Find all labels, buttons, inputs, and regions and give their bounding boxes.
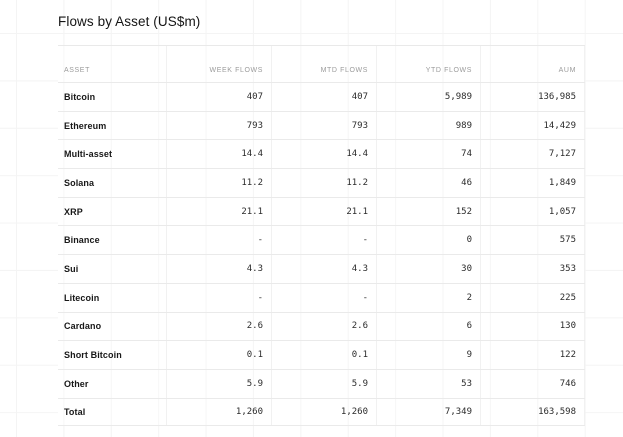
asset-name: Binance — [58, 226, 167, 255]
flows-by-asset-table: ASSET WEEK FLOWS MTD FLOWS YTD FLOWS AUM Bit… — [58, 45, 585, 427]
value-week: 11.2 — [167, 169, 272, 197]
value-week: 5.9 — [167, 369, 272, 398]
page-title: Flows by Asset (US$m) — [58, 14, 201, 29]
column-header-asset: ASSET — [58, 46, 167, 82]
table-row-xrp: XRP 21.1 21.1 152 1,057 — [58, 196, 585, 226]
value-aum: 7,127 — [481, 140, 585, 169]
asset-name: Solana — [58, 169, 167, 197]
column-header-mtd: MTD FLOWS — [272, 46, 377, 82]
value-aum: 225 — [481, 283, 585, 312]
value-aum: 1,057 — [481, 197, 585, 226]
value-mtd: 11.2 — [272, 169, 377, 197]
value-ytd: 989 — [377, 111, 481, 140]
asset-name: Cardano — [58, 312, 167, 341]
table-row-multi-asset: Multi-asset 14.4 14.4 74 7,127 — [58, 139, 585, 169]
asset-name: Bitcoin — [58, 83, 167, 111]
value-mtd: 1,260 — [272, 398, 377, 426]
table-row-solana: Solana 11.2 11.2 46 1,849 — [58, 168, 585, 197]
column-header-ytd: YTD FLOWS — [377, 46, 481, 82]
value-aum: 1,849 — [481, 169, 585, 197]
value-aum: 746 — [481, 369, 585, 398]
value-week: 2.6 — [167, 312, 272, 341]
value-aum: 575 — [481, 226, 585, 255]
value-aum: 122 — [481, 341, 585, 369]
value-ytd: 7,349 — [377, 398, 481, 426]
asset-name: Litecoin — [58, 283, 167, 312]
asset-name: Other — [58, 369, 167, 398]
column-header-week: WEEK FLOWS — [167, 46, 272, 82]
value-week: 407 — [167, 83, 272, 111]
value-mtd: 793 — [272, 111, 377, 140]
asset-name: Multi-asset — [58, 140, 167, 169]
value-ytd: 46 — [377, 169, 481, 197]
value-ytd: 30 — [377, 255, 481, 283]
table-row-binance: Binance - -0 575 — [58, 225, 585, 255]
value-mtd: 0.1 — [272, 341, 377, 369]
table-header-row: ASSET WEEK FLOWS MTD FLOWS YTD FLOWS AUM — [58, 46, 585, 82]
value-week: 793 — [167, 111, 272, 140]
value-aum: 163,598 — [481, 398, 585, 426]
column-header-aum: AUM — [481, 46, 585, 82]
table-row-short-bitcoin: Short Bitcoin 0.1 0.1 9 122 — [58, 340, 585, 369]
asset-name: Ethereum — [58, 111, 167, 140]
value-mtd: 5.9 — [272, 369, 377, 398]
value-ytd: 53 — [377, 369, 481, 398]
value-ytd: 2 — [377, 283, 481, 312]
value-ytd: 0 — [377, 226, 481, 255]
value-mtd: 407 — [272, 83, 377, 111]
value-week: 14.4 — [167, 140, 272, 169]
value-week: 1,260 — [167, 398, 272, 426]
value-mtd: 14.4 — [272, 140, 377, 169]
value-aum: 136,985 — [481, 83, 585, 111]
value-mtd: - — [272, 226, 377, 255]
value-week: - — [167, 283, 272, 312]
value-week: 0.1 — [167, 341, 272, 369]
value-aum: 130 — [481, 312, 585, 341]
value-mtd: 4.3 — [272, 255, 377, 283]
table-row-bitcoin: Bitcoin 407 407 5,989 136,985 — [58, 82, 585, 111]
table-row-litecoin: Litecoin - -2 225 — [58, 282, 585, 312]
value-ytd: 6 — [377, 312, 481, 341]
table-row-ethereum: Ethereum 793 793 989 14,429 — [58, 110, 585, 140]
value-week: - — [167, 226, 272, 255]
value-mtd: 21.1 — [272, 197, 377, 226]
value-aum: 353 — [481, 255, 585, 283]
value-aum: 14,429 — [481, 111, 585, 140]
table-row-sui: Sui 4.3 4.3 30 353 — [58, 254, 585, 283]
value-mtd: - — [272, 283, 377, 312]
value-ytd: 74 — [377, 140, 481, 169]
table-row-total: Total 1,260 1,260 7,349 163,598 — [58, 397, 585, 427]
value-ytd: 152 — [377, 197, 481, 226]
asset-name: XRP — [58, 197, 167, 226]
table-row-other: Other 5.9 5.9 53 746 — [58, 368, 585, 398]
value-ytd: 5,989 — [377, 83, 481, 111]
table-row-cardano: Cardano 2.6 2.6 6 130 — [58, 311, 585, 341]
value-ytd: 9 — [377, 341, 481, 369]
value-mtd: 2.6 — [272, 312, 377, 341]
value-week: 21.1 — [167, 197, 272, 226]
asset-name: Sui — [58, 255, 167, 283]
value-week: 4.3 — [167, 255, 272, 283]
asset-name: Short Bitcoin — [58, 341, 167, 369]
table-body: Bitcoin 407 407 5,989 136,985 Ethereum 793 793 9… — [58, 82, 585, 427]
asset-name: Total — [58, 398, 167, 426]
